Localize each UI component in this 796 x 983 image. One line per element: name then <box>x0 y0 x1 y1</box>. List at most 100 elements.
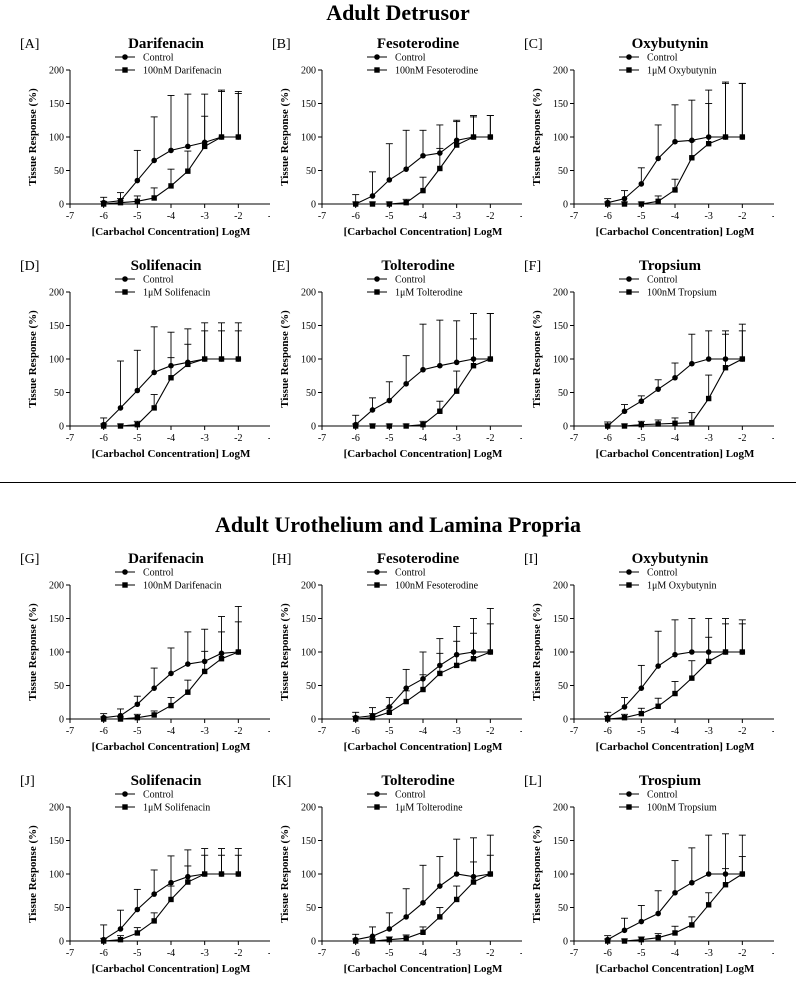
panel-label: [C] <box>524 37 543 52</box>
y-tick-label: 150 <box>49 614 64 625</box>
data-point <box>386 936 393 943</box>
x-tick-label: -1 <box>268 948 270 959</box>
legend-marker <box>626 289 632 295</box>
data-point <box>403 166 409 172</box>
legend-label: 100nM Darifenacin <box>143 66 222 77</box>
x-tick-label: -3 <box>200 726 208 737</box>
chart-svg: [G] Darifenacin 0 50 100 150 200 -7 -6 -5 -4 -3 -2 -1… <box>20 551 270 753</box>
data-point <box>437 914 443 920</box>
data-point <box>386 397 393 404</box>
legend-marker <box>374 289 380 295</box>
x-tick-label: -3 <box>704 211 712 222</box>
data-point <box>369 201 376 207</box>
chart-title: Oxybutynin <box>632 551 709 567</box>
legend-marker <box>122 276 128 282</box>
legend-label: Control <box>395 790 426 801</box>
x-tick-label: -3 <box>704 726 712 737</box>
data-point <box>722 134 729 140</box>
y-tick-label: 200 <box>553 581 568 592</box>
data-point <box>117 936 124 943</box>
x-tick-label: -4 <box>419 726 427 737</box>
y-tick-label: 200 <box>301 581 316 592</box>
legend-marker <box>626 804 632 810</box>
data-point <box>168 702 174 709</box>
data-point <box>470 134 477 140</box>
data-point <box>352 423 359 429</box>
data-point <box>352 938 359 944</box>
y-tick-label: 0 <box>59 422 64 433</box>
data-point <box>621 714 628 721</box>
chart-title: Trospium <box>639 773 701 789</box>
legend-label: 1μM Oxybutynin <box>647 66 717 77</box>
x-axis-label: [Carbachol Concentration] LogM <box>596 448 755 460</box>
legend-marker <box>122 67 128 73</box>
x-tick-label: -2 <box>234 211 242 222</box>
section-title-urothelium: Adult Urothelium and Lamina Propria <box>215 512 581 537</box>
x-tick-label: -7 <box>66 948 74 959</box>
x-tick-label: -5 <box>385 948 393 959</box>
y-axis-label: Tissue Response (%) <box>27 88 39 186</box>
data-point <box>705 902 712 908</box>
data-point <box>403 199 409 206</box>
chart-panel: [H] Fesoterodine 0 50 100 150 200 -7 -6 -5 -4 -3 -2 -… <box>262 545 522 760</box>
legend-label: Control <box>143 53 174 64</box>
data-point <box>134 906 141 913</box>
data-point <box>235 356 242 362</box>
data-point <box>672 420 678 427</box>
data-point <box>134 701 141 708</box>
y-tick-label: 0 <box>311 422 316 433</box>
legend-label: Control <box>395 53 426 64</box>
panel-label: [D] <box>20 259 39 274</box>
chart-svg: [D] Solifenacin 0 50 100 150 200 -7 -6 -5 -4 -3 -2 -1… <box>20 258 270 460</box>
x-tick-label: -6 <box>603 726 611 737</box>
data-point <box>117 423 124 429</box>
legend-marker <box>626 569 632 575</box>
data-point <box>117 405 124 411</box>
chart-svg: [H] Fesoterodine 0 50 100 150 200 -7 -6 -5 -4 -3 -2 -… <box>272 551 522 753</box>
x-axis-label: [Carbachol Concentration] LogM <box>92 741 251 753</box>
x-tick-label: -4 <box>419 433 427 444</box>
data-point <box>638 918 645 925</box>
data-point <box>487 871 494 877</box>
data-point <box>487 356 494 362</box>
data-point <box>100 938 107 944</box>
data-point <box>672 187 678 193</box>
chart-svg: [C] Oxybutynin 0 50 100 150 200 -7 -6 -5 -4 -3 -2 -1 [… <box>524 36 774 238</box>
y-axis-label: Tissue Response (%) <box>531 310 543 408</box>
y-tick-label: 0 <box>563 937 568 948</box>
x-tick-label: -7 <box>318 433 326 444</box>
x-tick-label: -4 <box>167 948 175 959</box>
data-point <box>604 716 611 722</box>
y-tick-label: 100 <box>49 870 64 881</box>
data-point <box>655 421 661 427</box>
legend-marker <box>374 54 380 60</box>
x-tick-label: -1 <box>772 433 774 444</box>
data-point <box>672 651 678 658</box>
y-tick-label: 150 <box>301 836 316 847</box>
chart-panel: [I] Oxybutynin 0 50 100 150 200 -7 -6 -5 -4 -3 -2 -1 [… <box>514 545 774 760</box>
data-point <box>100 716 107 722</box>
chart-title: Solifenacin <box>131 258 202 274</box>
data-point <box>386 423 393 429</box>
x-tick-label: -7 <box>570 433 578 444</box>
x-tick-label: -5 <box>385 433 393 444</box>
x-tick-label: -1 <box>520 433 522 444</box>
x-tick-label: -4 <box>671 948 679 959</box>
legend-label: Control <box>395 275 426 286</box>
data-point <box>655 663 661 669</box>
data-point <box>201 143 208 150</box>
legend-label: Control <box>647 275 678 286</box>
data-point <box>453 871 460 877</box>
x-tick-label: -5 <box>133 433 141 444</box>
y-tick-label: 100 <box>301 133 316 144</box>
y-tick-label: 50 <box>54 388 64 399</box>
data-point <box>672 889 678 896</box>
chart-svg: [K] Tolterodine 0 50 100 150 200 -7 -6 -5 -4 -3 -2 -1… <box>272 773 522 975</box>
data-point <box>168 879 174 886</box>
data-point <box>638 201 645 207</box>
data-point <box>403 914 409 920</box>
chart-panel: [A] Darifenacin 0 50 100 150 200 -7 -6 -5 -4 -3 -2 -1… <box>10 30 270 245</box>
data-point <box>453 359 460 366</box>
data-point <box>437 883 443 889</box>
data-point <box>739 356 746 362</box>
